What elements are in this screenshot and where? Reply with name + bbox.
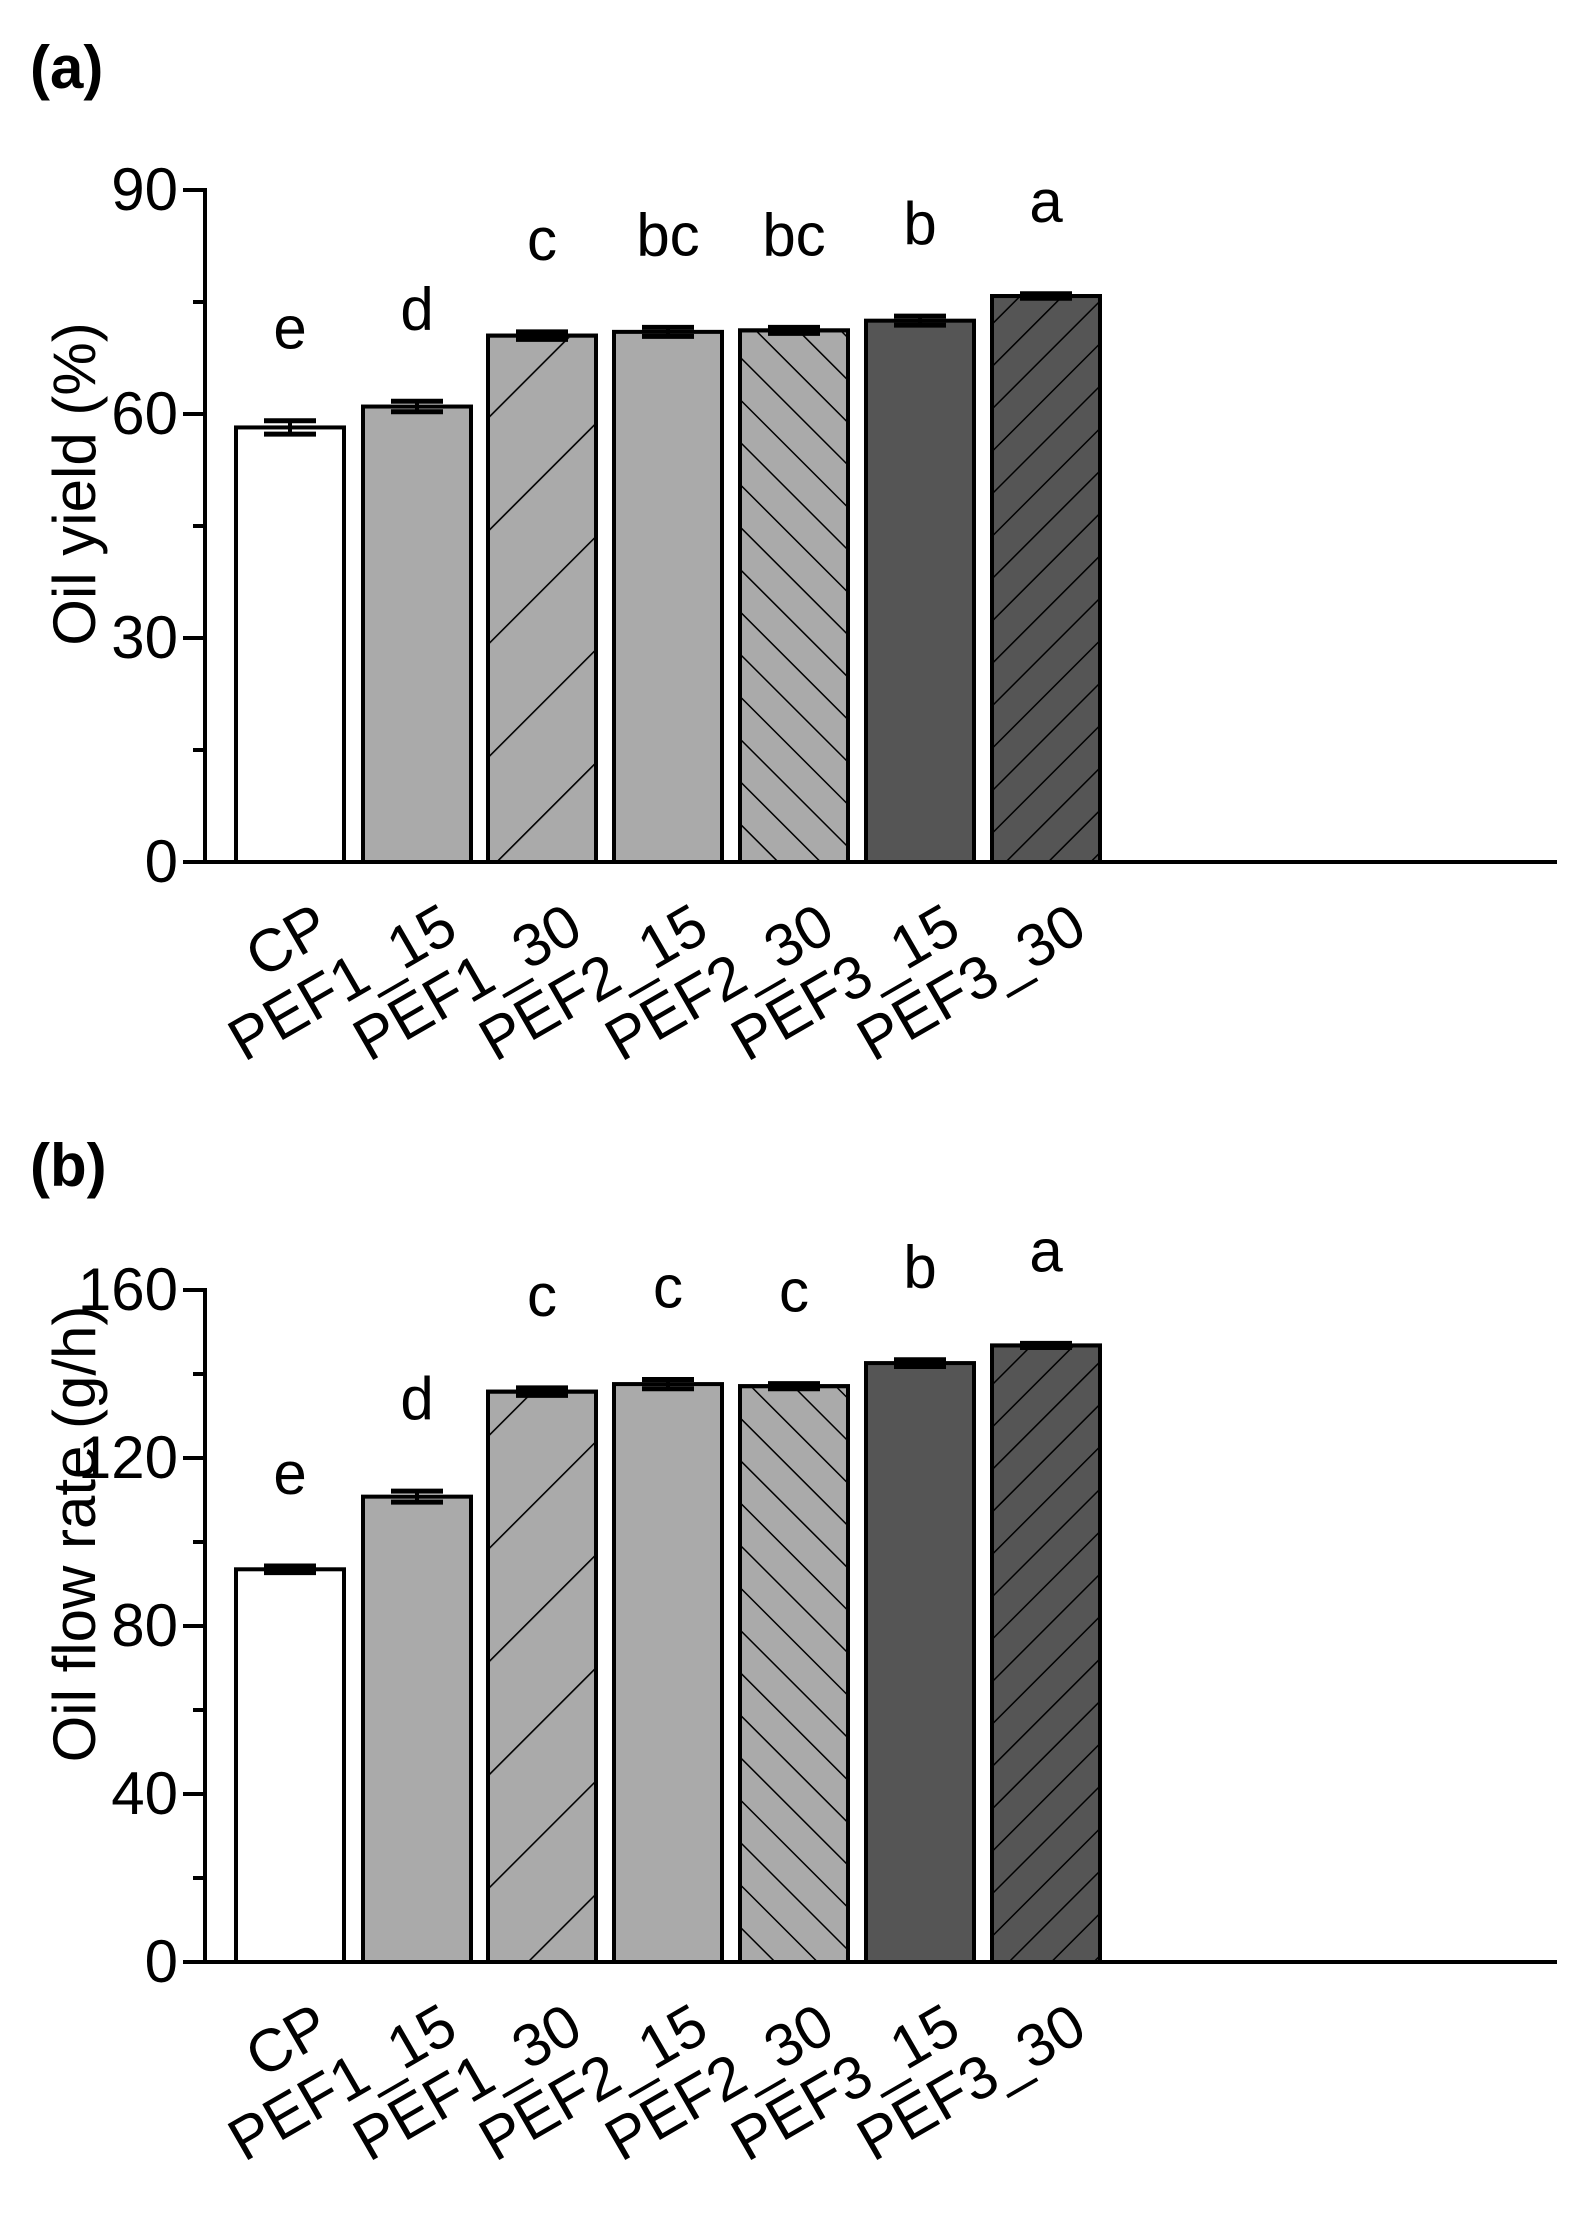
x-tick-labels: CPPEF1_15PEF1_30PEF2_15PEF2_30PEF3_15PEF… (217, 1991, 1096, 2174)
bar-PEF1_15 (361, 1494, 473, 1964)
panel-a: (a) Oil yield (%) 0 30 60 90 e d c bc bc b a CPPE… (30, 34, 1557, 1074)
significance-letters: e d c bc bc b a (273, 168, 1063, 362)
y-axis-label: Oil flow rate (g/h) (41, 1306, 108, 1763)
y-tick-label: 120 (78, 1424, 178, 1491)
bar-PEF3_15 (864, 1361, 976, 1964)
significance-letter: c (653, 1253, 683, 1320)
significance-letter: a (1029, 1217, 1063, 1284)
bar-PEF2_15 (612, 329, 724, 865)
bars (234, 294, 1102, 865)
bar-hatch (994, 298, 1098, 860)
y-tick-label: 0 (145, 828, 178, 895)
significance-letter: e (273, 1440, 306, 1507)
error-bars (264, 291, 1072, 437)
y-tick-label: 90 (111, 156, 178, 223)
panel-b: (b) Oil flow rate (g/h) 0 40 80 120 160 e d c c… (30, 1132, 1557, 2174)
y-ticks: 0 30 60 90 (111, 156, 205, 895)
significance-letter: e (273, 295, 306, 362)
bar-hatch (742, 1388, 846, 1960)
significance-letter: bc (636, 201, 699, 268)
bar-hatch (994, 1347, 1098, 1960)
bar-CP (234, 425, 346, 864)
bar-hatch (742, 332, 846, 861)
significance-letter: b (903, 190, 936, 257)
y-tick-label: 0 (145, 1928, 178, 1995)
bar-hatch (490, 1393, 594, 1960)
panel-label: (b) (30, 1132, 107, 1199)
y-tick-label: 30 (111, 604, 178, 671)
significance-letter: c (527, 1262, 557, 1329)
y-ticks: 0 40 80 120 160 (78, 1256, 205, 1995)
bar-PEF3_15 (864, 318, 976, 864)
significance-letter: d (400, 1365, 433, 1432)
significance-letter: d (400, 275, 433, 342)
significance-letters: e d c c c b a (273, 1217, 1063, 1507)
y-tick-label: 80 (111, 1592, 178, 1659)
y-axis-label: Oil yield (%) (41, 322, 108, 645)
significance-letter: bc (762, 201, 825, 268)
bar-PEF2_15 (612, 1382, 724, 1964)
bars (234, 1343, 1102, 1965)
significance-letter: a (1029, 168, 1063, 235)
y-tick-label: 40 (111, 1760, 178, 1827)
bar-PEF1_15 (361, 404, 473, 864)
panel-label: (a) (30, 34, 103, 101)
significance-letter: b (903, 1234, 936, 1301)
error-bars (264, 1340, 1072, 1576)
y-tick-label: 60 (111, 380, 178, 447)
y-tick-label: 160 (78, 1256, 178, 1323)
bar-hatch (490, 337, 594, 861)
x-tick-labels: CPPEF1_15PEF1_30PEF2_15PEF2_30PEF3_15PEF… (217, 891, 1096, 1074)
bar-CP (234, 1567, 346, 1965)
significance-letter: c (779, 1258, 809, 1325)
significance-letter: c (527, 206, 557, 273)
